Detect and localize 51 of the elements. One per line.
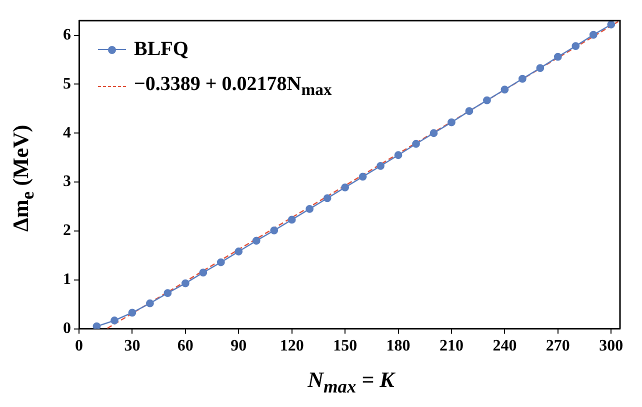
x-tick-label: 150 (333, 338, 358, 355)
x-tick-label: 180 (386, 338, 410, 355)
point (216, 258, 225, 266)
point (500, 86, 509, 94)
x-tick-label: 0 (75, 338, 83, 355)
y-tick-label: 0 (63, 320, 71, 337)
x-tick-label: 210 (439, 338, 464, 355)
point (181, 279, 190, 288)
point (465, 107, 474, 116)
point (358, 172, 367, 181)
point (448, 118, 456, 126)
point (288, 216, 296, 224)
point (607, 20, 616, 28)
point (252, 236, 260, 245)
x-tick-label: 120 (280, 338, 304, 355)
point (110, 316, 118, 324)
y-tick-label: 6 (63, 26, 71, 44)
point (394, 151, 402, 160)
point (554, 52, 562, 61)
point (128, 308, 136, 317)
point (572, 42, 580, 50)
legend-label: BLFQ (134, 38, 188, 61)
point (92, 322, 101, 329)
point (376, 162, 384, 170)
point (430, 129, 438, 138)
point (146, 299, 154, 308)
x-tick-label: 30 (124, 338, 140, 355)
point (234, 248, 243, 256)
point (518, 74, 526, 83)
point (323, 194, 332, 202)
point (483, 96, 491, 104)
y-tick-label: 4 (63, 124, 71, 142)
x-tick-label: 60 (177, 338, 194, 355)
x-axis-title: N$_{max}$ = K (306, 366, 396, 397)
y-tick-label: 5 (63, 75, 71, 92)
point (306, 204, 314, 213)
y-tick-label: 1 (63, 271, 71, 288)
x-tick-label: 240 (492, 338, 517, 355)
point (270, 226, 278, 234)
y-tick-label: 2 (63, 222, 71, 240)
point (412, 140, 420, 148)
legend-label: −0.3389 + 0.02178N$_{max}$ (134, 73, 332, 100)
x-tick-label: 90 (230, 338, 247, 355)
point (536, 64, 544, 72)
point (341, 183, 350, 192)
x-tick-label: 300 (599, 338, 624, 355)
point (164, 289, 172, 298)
y-tick-label: 3 (63, 173, 71, 190)
x-tick-label: 270 (546, 338, 570, 355)
point (199, 268, 208, 276)
point (589, 30, 598, 39)
